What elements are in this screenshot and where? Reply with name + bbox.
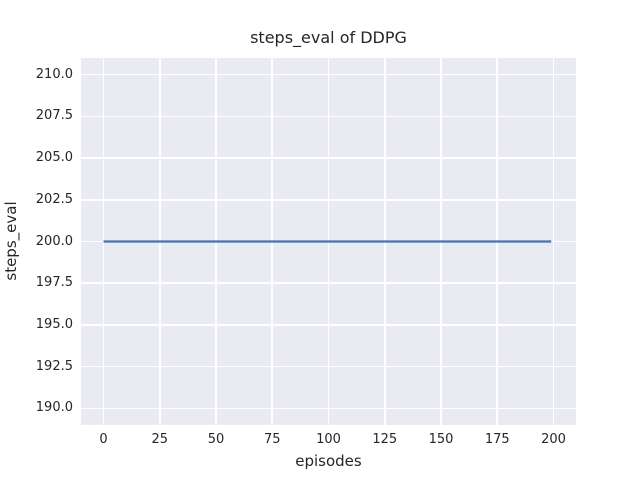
x-tick-label: 100 (316, 432, 341, 447)
gridline-horizontal (81, 407, 576, 410)
chart-title: steps_eval of DDPG (250, 28, 407, 47)
y-tick-label: 197.5 (35, 275, 73, 291)
y-tick-label: 202.5 (35, 191, 73, 207)
gridline-horizontal (81, 365, 576, 368)
y-tick-label: 200.0 (35, 233, 73, 249)
x-tick-label: 175 (484, 432, 510, 447)
y-tick-label: 192.5 (35, 358, 73, 374)
x-tick-label: 200 (541, 432, 566, 447)
y-tick-label: 205.0 (35, 150, 73, 166)
gridline-horizontal (81, 115, 576, 118)
y-tick-label: 190.0 (35, 400, 73, 416)
y-tick-label: 207.5 (35, 108, 73, 124)
x-tick-label: 0 (99, 432, 108, 447)
gridline-horizontal (81, 324, 576, 326)
gridline-horizontal (81, 157, 576, 159)
x-tick-label: 25 (151, 432, 169, 447)
x-tick-label: 50 (207, 432, 225, 447)
y-tick-label: 210.0 (35, 66, 73, 82)
x-axis-label: episodes (295, 452, 362, 470)
gridline-horizontal (81, 282, 576, 284)
x-tick-label: 150 (428, 432, 454, 447)
plot-area (81, 58, 576, 425)
x-tick-label: 75 (263, 432, 281, 447)
gridline-horizontal (81, 198, 576, 201)
x-tick-label: 125 (372, 432, 398, 447)
y-tick-label: 195.0 (35, 316, 73, 332)
series-line-layer (103, 240, 552, 243)
gridline-horizontal (81, 73, 576, 76)
